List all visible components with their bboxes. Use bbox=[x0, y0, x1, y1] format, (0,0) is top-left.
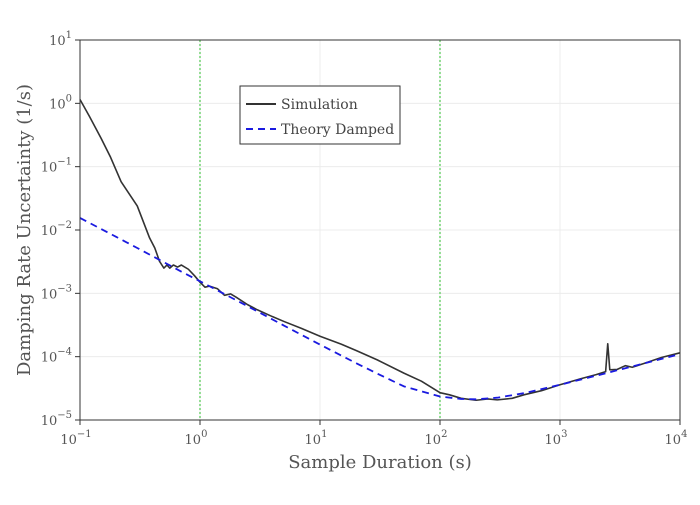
x-axis-label: Sample Duration (s) bbox=[288, 452, 472, 473]
x-tick-label: 100 bbox=[185, 429, 208, 448]
x-tick-label: 103 bbox=[545, 429, 568, 448]
legend-box bbox=[239, 85, 401, 145]
y-tick-label: 10−4 bbox=[41, 347, 72, 366]
y-tick-label: 10−3 bbox=[41, 283, 72, 302]
x-tick-label: 104 bbox=[665, 429, 688, 448]
y-tick-label: 10−2 bbox=[41, 220, 72, 239]
legend: Simulation Theory Damped bbox=[239, 85, 401, 145]
series-line-simulation bbox=[79, 99, 681, 402]
x-tick-label: 102 bbox=[425, 429, 448, 448]
y-tick-label: 101 bbox=[49, 30, 72, 49]
y-tick-label: 10−1 bbox=[41, 157, 72, 176]
y-tick-label: 100 bbox=[49, 93, 72, 112]
legend-label: Simulation bbox=[281, 97, 358, 113]
legend-label: Theory Damped bbox=[281, 122, 394, 138]
y-axis-label: Damping Rate Uncertainty (1/s) bbox=[14, 84, 35, 376]
x-tick-label: 101 bbox=[305, 429, 328, 448]
series-line-theory-damped bbox=[79, 217, 681, 401]
y-tick-label: 10−5 bbox=[41, 410, 72, 429]
x-tick-label: 10−1 bbox=[60, 429, 91, 448]
